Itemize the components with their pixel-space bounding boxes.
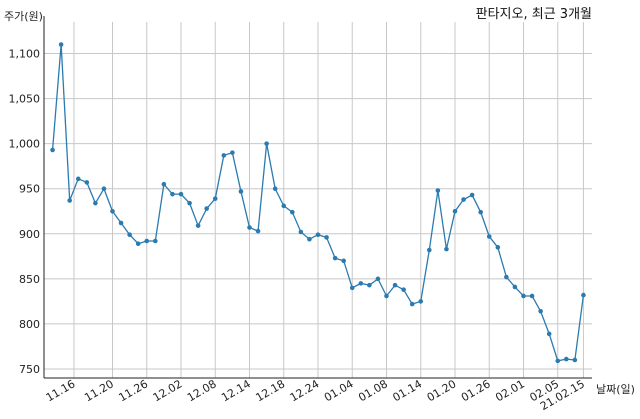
y-tick-label: 1,050 [9,93,41,106]
x-tick-label: 12.02 [151,377,185,404]
x-tick-label: 02.01 [493,377,527,404]
x-tick-label: 11.26 [116,377,150,404]
y-tick-label: 1,000 [9,138,41,151]
axes [43,16,592,379]
data-point [572,357,578,363]
y-tick-label: 750 [19,363,40,376]
data-point [272,186,278,192]
data-point [204,206,209,211]
data-point [512,284,518,290]
data-point [495,245,501,250]
price-series [50,42,586,364]
data-point [384,293,389,299]
data-point [255,228,261,234]
data-point [349,285,355,291]
data-point [93,200,98,206]
data-point [195,223,201,228]
y-tick-label: 1,100 [9,48,41,61]
y-tick-label: 900 [19,228,40,241]
data-point [264,141,269,146]
x-tick-label: 12.14 [219,377,253,404]
data-point [230,150,235,155]
data-point [67,198,72,203]
data-point [435,188,441,193]
data-point [101,186,107,192]
x-tick-label: 12.24 [288,377,322,404]
data-point [324,235,329,240]
data-point [332,255,338,261]
data-point [538,309,543,314]
x-tick-label: 12.18 [253,377,287,404]
data-point [58,42,64,47]
data-point [401,287,406,292]
y-axis-label: 주가(원) [4,10,43,23]
data-point [504,274,509,280]
data-point [392,282,398,288]
y-tick-labels: 750 800 850 900 950 1,000 1,050 1,100 [9,48,41,376]
grid [44,22,592,378]
data-point [298,229,304,235]
data-point [427,247,432,253]
data-point [161,181,167,187]
data-point [358,281,364,286]
data-point [367,282,372,288]
y-tick-label: 950 [19,183,40,196]
data-point [315,232,321,237]
x-tick-label: 01.04 [322,377,356,404]
x-tick-label: 11.20 [82,377,116,404]
data-point [153,238,158,244]
data-point [247,225,252,230]
data-point [290,209,295,215]
x-tick-label: 01.08 [356,377,390,404]
data-point [144,238,150,244]
data-point [170,191,175,197]
data-point [118,220,124,226]
data-point [555,358,561,364]
data-point [546,331,552,337]
data-point [127,232,132,237]
data-point [564,356,569,362]
data-point [486,234,492,239]
data-point [307,236,312,242]
data-point [187,200,192,206]
data-point [452,208,458,214]
data-point [238,189,244,194]
data-point [110,208,115,214]
data-point [84,180,90,185]
data-point [581,292,586,298]
data-point [281,203,287,209]
x-tick-label: 01.14 [390,377,424,404]
data-point [212,196,218,201]
data-point [50,147,55,153]
x-tick-label: 01.26 [459,377,493,404]
y-tick-label: 850 [19,273,40,286]
data-point [341,258,346,264]
data-point [478,209,483,215]
x-tick-label: 12.08 [185,377,219,404]
chart-title: 판타지오, 최근 3개월 [476,7,592,22]
data-point [409,301,415,307]
data-point [529,293,535,299]
data-point [521,293,526,299]
x-tick-label: 11.16 [44,377,78,404]
data-point [178,191,184,197]
data-point [418,299,424,304]
data-point [135,241,141,247]
data-point [221,153,227,158]
y-tick-label: 800 [19,318,40,331]
x-tick-labels: 11.16 11.20 11.26 12.02 12.08 12.14 12.18 12.24… [44,377,587,413]
data-point [461,197,466,202]
data-point [469,192,475,198]
x-tick-label: 01.20 [425,377,459,404]
data-point [444,246,449,252]
data-point [375,276,381,282]
x-axis-label: 날짜(일) [596,382,635,396]
data-point [75,176,81,182]
